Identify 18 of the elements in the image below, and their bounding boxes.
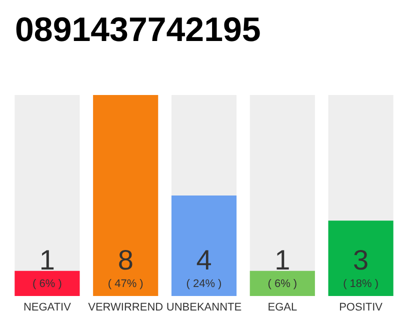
x-tick-label: POSITIV — [339, 302, 384, 314]
data-label: 1 — [39, 244, 55, 276]
x-tick-label: VERWIRREND — [88, 302, 164, 314]
annotation: ( 24% ) — [186, 278, 222, 290]
x-tick-label: NEGATIV — [23, 302, 72, 314]
x-tick-label: EGAL — [268, 302, 298, 314]
data-label: 4 — [196, 244, 212, 276]
annotation: ( 47% ) — [108, 278, 144, 290]
data-label: 1 — [274, 244, 290, 276]
x-tick-label: UNBEKANNTE — [166, 302, 242, 314]
chart-title: 0891437742195 — [15, 11, 261, 49]
data-label: 3 — [353, 244, 369, 276]
data-label: 8 — [118, 244, 134, 276]
bar — [14, 270, 80, 296]
annotation: ( 18% ) — [343, 278, 379, 290]
annotation: ( 6% ) — [32, 278, 62, 290]
bar — [250, 270, 315, 296]
annotation: ( 6% ) — [268, 278, 298, 290]
